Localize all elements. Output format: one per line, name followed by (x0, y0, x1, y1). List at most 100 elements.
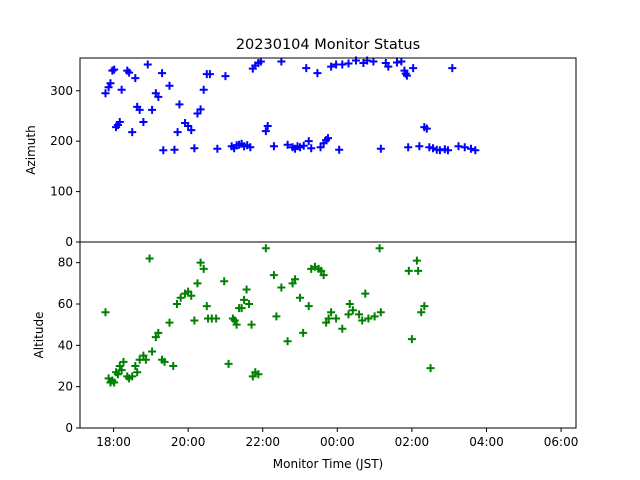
data-point-marker (247, 320, 256, 329)
data-point-marker (376, 144, 385, 153)
data-point-marker (141, 355, 150, 364)
data-point-marker (196, 258, 205, 267)
x-tick-label: 20:00 (171, 435, 206, 449)
data-point-marker (125, 68, 134, 77)
data-point-marker (299, 328, 308, 337)
data-point-marker (307, 144, 316, 153)
data-point-marker (187, 291, 196, 300)
data-point-marker (304, 137, 313, 146)
data-point-marker (420, 302, 429, 311)
data-point-marker (184, 122, 193, 131)
data-point-marker (159, 146, 168, 155)
data-point-marker (245, 300, 254, 308)
data-point-marker (415, 142, 424, 151)
data-point-marker (199, 85, 208, 94)
data-point-marker (370, 312, 379, 321)
data-point-marker (344, 59, 353, 68)
data-point-marker (154, 92, 163, 101)
data-point-marker (202, 302, 211, 311)
data-point-marker (392, 58, 401, 67)
data-point-marker (426, 364, 435, 373)
data-point-marker (448, 64, 457, 73)
data-point-marker (454, 142, 463, 151)
data-point-marker (158, 69, 167, 78)
x-tick-label: 18:00 (96, 435, 131, 449)
data-point-marker (139, 351, 148, 360)
data-point-marker (335, 145, 344, 154)
data-point-marker (414, 266, 423, 275)
data-point-marker (193, 279, 202, 288)
x-tick-label: 06:00 (544, 435, 579, 449)
data-point-marker (128, 372, 137, 381)
x-axis-label: Monitor Time (JST) (273, 457, 383, 471)
data-point-marker (384, 62, 393, 71)
y-tick-label: 40 (58, 338, 73, 352)
data-point-marker (269, 142, 278, 151)
x-tick-label: 22:00 (245, 435, 280, 449)
data-point-marker (237, 304, 246, 313)
altitude-panel: 0 20 40 60 80 Altitude (32, 241, 577, 435)
data-point-marker (199, 264, 208, 273)
data-point-marker (261, 244, 270, 253)
data-point-marker (131, 74, 140, 83)
data-point-marker (425, 143, 434, 152)
data-point-marker (296, 143, 305, 152)
data-point-marker (327, 308, 336, 317)
altitude-axis-label: Altitude (32, 312, 46, 359)
data-point-marker (101, 89, 110, 98)
data-point-marker (466, 144, 475, 153)
data-point-marker (407, 335, 416, 344)
y-tick-label: 80 (58, 256, 73, 270)
y-tick-label: 300 (50, 84, 73, 98)
data-point-marker (190, 144, 199, 153)
data-point-marker (332, 314, 341, 323)
data-point-marker (184, 287, 193, 296)
data-point-marker (443, 146, 452, 155)
data-point-marker (110, 378, 119, 387)
data-point-marker (169, 362, 178, 370)
data-point-marker (361, 289, 370, 298)
data-point-marker (135, 105, 144, 114)
y-tick-label: 100 (50, 185, 73, 199)
data-point-marker (324, 134, 332, 143)
data-point-marker (283, 140, 292, 149)
x-tick-label: 02:00 (395, 435, 430, 449)
data-point-marker (139, 118, 148, 127)
data-point-marker (213, 144, 222, 153)
data-point-marker (402, 71, 411, 80)
data-point-marker (172, 300, 181, 308)
data-point-marker (348, 306, 357, 315)
data-point-marker (106, 79, 115, 88)
data-point-marker (344, 310, 353, 319)
data-point-marker (317, 266, 326, 275)
data-point-marker (412, 256, 421, 265)
chart-title: 20230104 Monitor Status (236, 37, 420, 53)
data-point-marker (143, 60, 152, 69)
data-point-marker (313, 69, 322, 78)
data-point-marker (417, 308, 426, 317)
data-point-marker (269, 271, 278, 280)
data-point-marker (471, 146, 480, 155)
data-point-marker (263, 122, 272, 131)
data-point-marker (230, 316, 239, 325)
data-point-marker (355, 310, 364, 319)
altitude-points (101, 244, 435, 387)
data-point-marker (170, 145, 179, 154)
data-point-marker (104, 83, 113, 92)
data-point-marker (324, 314, 333, 323)
data-point-marker (232, 320, 241, 329)
data-point-marker (220, 277, 229, 286)
data-point-marker (151, 333, 160, 342)
data-point-marker (277, 283, 286, 292)
data-point-marker (296, 293, 305, 302)
azimuth-points (101, 56, 480, 155)
y-tick-label: 20 (58, 380, 73, 394)
data-point-marker (327, 62, 336, 71)
data-point-marker (117, 85, 126, 94)
data-point-marker (205, 70, 214, 79)
data-point-marker (422, 124, 431, 133)
data-point-marker (242, 285, 251, 294)
data-point-marker (248, 372, 257, 381)
